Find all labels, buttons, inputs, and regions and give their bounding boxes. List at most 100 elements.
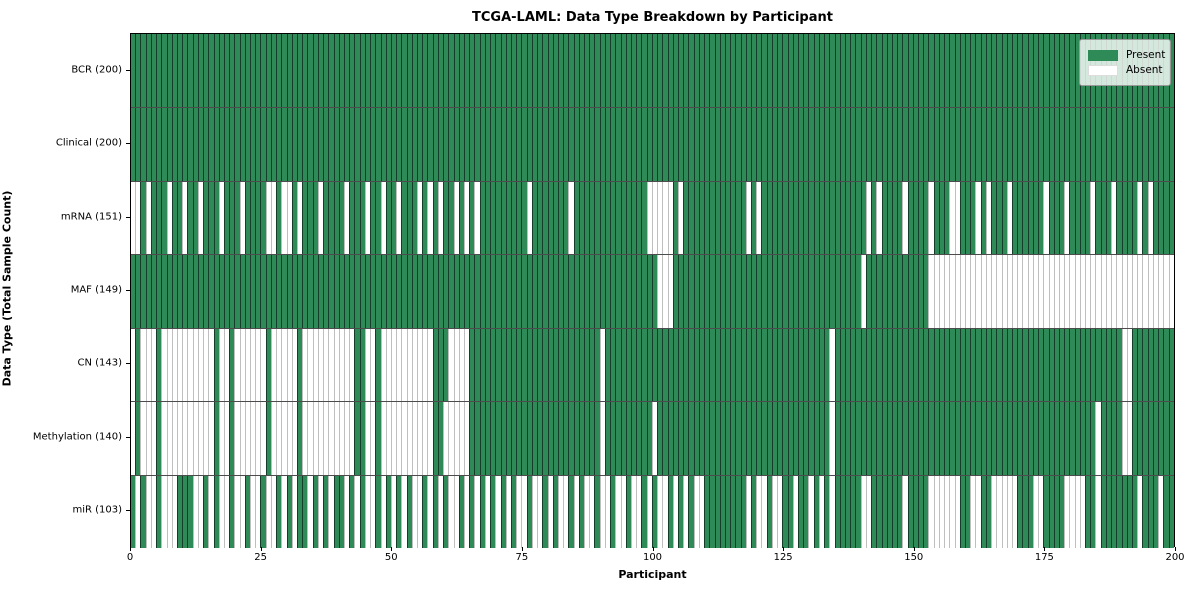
heatmap-cell — [813, 181, 819, 255]
heatmap-cell — [474, 402, 480, 475]
heatmap-cell — [417, 34, 423, 108]
heatmap-cell — [808, 475, 814, 548]
heatmap-cell — [829, 108, 835, 181]
heatmap-cell — [484, 402, 491, 475]
heatmap-cell — [991, 108, 997, 181]
heatmap-cell — [1032, 255, 1039, 328]
heatmap-cell — [380, 255, 386, 328]
heatmap-cell — [1142, 108, 1148, 181]
heatmap-cell — [693, 475, 699, 548]
heatmap-cell — [965, 34, 971, 108]
heatmap-cell — [704, 475, 710, 548]
heatmap-cell — [239, 108, 245, 181]
heatmap-cell — [203, 34, 209, 108]
heatmap-cell — [834, 181, 840, 255]
heatmap-cell — [1168, 181, 1174, 255]
heatmap-cell — [766, 475, 772, 548]
heatmap-cell — [839, 181, 845, 255]
heatmap-cell — [615, 34, 621, 108]
heatmap-cell — [265, 402, 271, 475]
heatmap-cell — [390, 34, 397, 108]
heatmap-cell — [1095, 108, 1101, 181]
heatmap-cell — [818, 181, 825, 255]
heatmap-cell — [813, 402, 819, 475]
heatmap-cell — [657, 108, 663, 181]
heatmap-cell — [677, 255, 684, 328]
heatmap-cell — [709, 34, 715, 108]
heatmap-cell — [1048, 34, 1054, 108]
heatmap-row — [131, 180, 1174, 255]
heatmap-cell — [1074, 475, 1080, 548]
heatmap-cell — [312, 255, 318, 328]
heatmap-cell — [1079, 475, 1086, 548]
heatmap-cell — [599, 181, 605, 255]
heatmap-cell — [297, 475, 303, 548]
heatmap-cell — [599, 108, 605, 181]
heatmap-cell — [751, 108, 757, 181]
heatmap-cell — [766, 108, 772, 181]
heatmap-cell — [959, 181, 965, 255]
heatmap-cell — [719, 255, 725, 328]
heatmap-cell — [698, 181, 705, 255]
heatmap-cell — [980, 475, 986, 548]
heatmap-cell — [422, 402, 428, 475]
heatmap-cell — [787, 475, 793, 548]
heatmap-cell — [829, 475, 835, 548]
heatmap-cell — [537, 255, 543, 328]
heatmap-cell — [646, 108, 652, 181]
heatmap-cell — [239, 255, 245, 328]
heatmap-cell — [777, 181, 783, 255]
heatmap-cell — [683, 328, 689, 402]
heatmap-cell — [510, 108, 517, 181]
heatmap-cell — [427, 255, 433, 328]
heatmap-cell — [959, 475, 965, 548]
heatmap-cell — [839, 255, 845, 328]
heatmap-cell — [897, 108, 903, 181]
heatmap-cell — [484, 108, 491, 181]
row-label: BCR (200) — [71, 64, 122, 76]
heatmap-cell — [855, 181, 861, 255]
x-tick-label: 0 — [126, 552, 134, 563]
heatmap-cell — [490, 108, 496, 181]
heatmap-cell — [291, 255, 297, 328]
heatmap-cell — [646, 34, 652, 108]
heatmap-cell — [954, 255, 960, 328]
heatmap-cell — [985, 255, 992, 328]
heatmap-cell — [965, 328, 971, 402]
heatmap-cell — [881, 255, 887, 328]
heatmap-cell — [641, 34, 647, 108]
heatmap-cell — [944, 328, 950, 402]
heatmap-cell — [975, 402, 981, 475]
heatmap-cell — [1074, 328, 1080, 402]
heatmap-cell — [798, 181, 804, 255]
heatmap-cell — [437, 328, 444, 402]
heatmap-cell — [343, 34, 350, 108]
heatmap-cell — [944, 108, 950, 181]
heatmap-cell — [338, 328, 344, 402]
heatmap-cell — [902, 402, 908, 475]
heatmap-cell — [1011, 402, 1018, 475]
heatmap-cell — [636, 402, 642, 475]
heatmap-cell — [161, 475, 167, 548]
heatmap-cell — [542, 108, 548, 181]
heatmap-cell — [698, 255, 705, 328]
heatmap-cell — [516, 328, 522, 402]
heatmap-cell — [537, 402, 543, 475]
heatmap-cell — [667, 475, 673, 548]
heatmap-cell — [354, 475, 360, 548]
heatmap-cell — [531, 475, 538, 548]
heatmap-cell — [317, 181, 324, 255]
heatmap-cell — [458, 108, 464, 181]
heatmap-cell — [448, 328, 454, 402]
heatmap-cell — [714, 328, 720, 402]
heatmap-cell — [740, 108, 746, 181]
heatmap-cell — [500, 255, 506, 328]
heatmap-cell — [547, 475, 553, 548]
x-tick-mark — [1044, 547, 1046, 551]
heatmap-cell — [918, 328, 924, 402]
heatmap-cell — [1168, 255, 1174, 328]
heatmap-cell — [756, 475, 762, 548]
heatmap-cell — [1116, 402, 1122, 475]
heatmap-cell — [871, 255, 877, 328]
heatmap-cell — [636, 475, 642, 548]
